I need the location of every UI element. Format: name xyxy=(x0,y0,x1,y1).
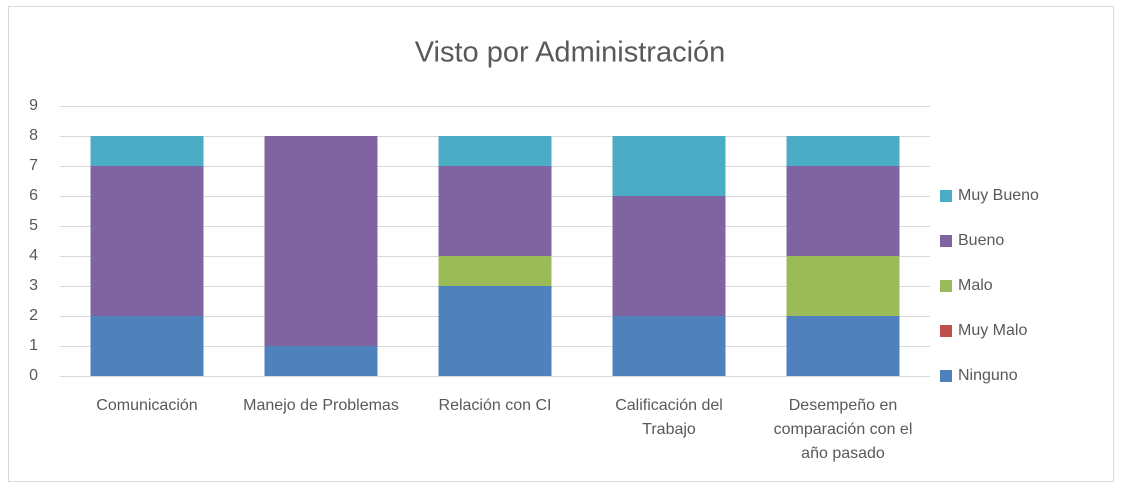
bar-segment xyxy=(786,136,900,166)
legend-label: Muy Bueno xyxy=(958,187,1039,204)
bar-segment xyxy=(786,166,900,256)
legend-swatch xyxy=(940,325,952,337)
x-tick-label: Manejo de Problemas xyxy=(243,397,399,414)
y-tick-label: 4 xyxy=(29,247,38,264)
y-tick-label: 3 xyxy=(29,277,38,294)
bar-segment xyxy=(612,136,726,196)
bar-segment xyxy=(786,316,900,376)
chart-title: Visto por Administración xyxy=(415,37,726,69)
bar-segment xyxy=(612,196,726,316)
legend-swatch xyxy=(940,235,952,247)
legend-swatch xyxy=(940,280,952,292)
bar-segment xyxy=(438,256,552,286)
y-tick-label: 5 xyxy=(29,217,38,234)
legend-label: Bueno xyxy=(958,232,1004,249)
bar-segment xyxy=(438,136,552,166)
y-tick-label: 2 xyxy=(29,307,38,324)
y-tick-label: 1 xyxy=(29,337,38,354)
chart-border xyxy=(8,6,1114,482)
legend-label: Ninguno xyxy=(958,367,1018,384)
legend-swatch xyxy=(940,370,952,382)
bar-segment xyxy=(90,136,204,166)
bar-segment xyxy=(612,316,726,376)
y-tick-label: 8 xyxy=(29,127,38,144)
y-tick-label: 0 xyxy=(29,367,38,384)
bar-segment xyxy=(438,286,552,376)
x-tick-label: Desempeño en comparación con el año pasa… xyxy=(773,397,913,462)
x-tick-label: Calificación del Trabajo xyxy=(615,397,723,438)
bar-segment xyxy=(786,256,900,316)
legend-label: Muy Malo xyxy=(958,322,1027,339)
bar-segment xyxy=(438,166,552,256)
x-tick-label: Relación con CI xyxy=(438,397,552,414)
legend-label: Malo xyxy=(958,277,993,294)
bar-segment xyxy=(90,316,204,376)
y-tick-label: 7 xyxy=(29,157,38,174)
legend-swatch xyxy=(940,190,952,202)
bar-segment xyxy=(90,166,204,316)
bar-segment xyxy=(264,346,378,376)
y-tick-label: 9 xyxy=(29,97,38,114)
y-tick-label: 6 xyxy=(29,187,38,204)
bar-segment xyxy=(264,136,378,346)
x-tick-label: Comunicación xyxy=(96,397,198,414)
